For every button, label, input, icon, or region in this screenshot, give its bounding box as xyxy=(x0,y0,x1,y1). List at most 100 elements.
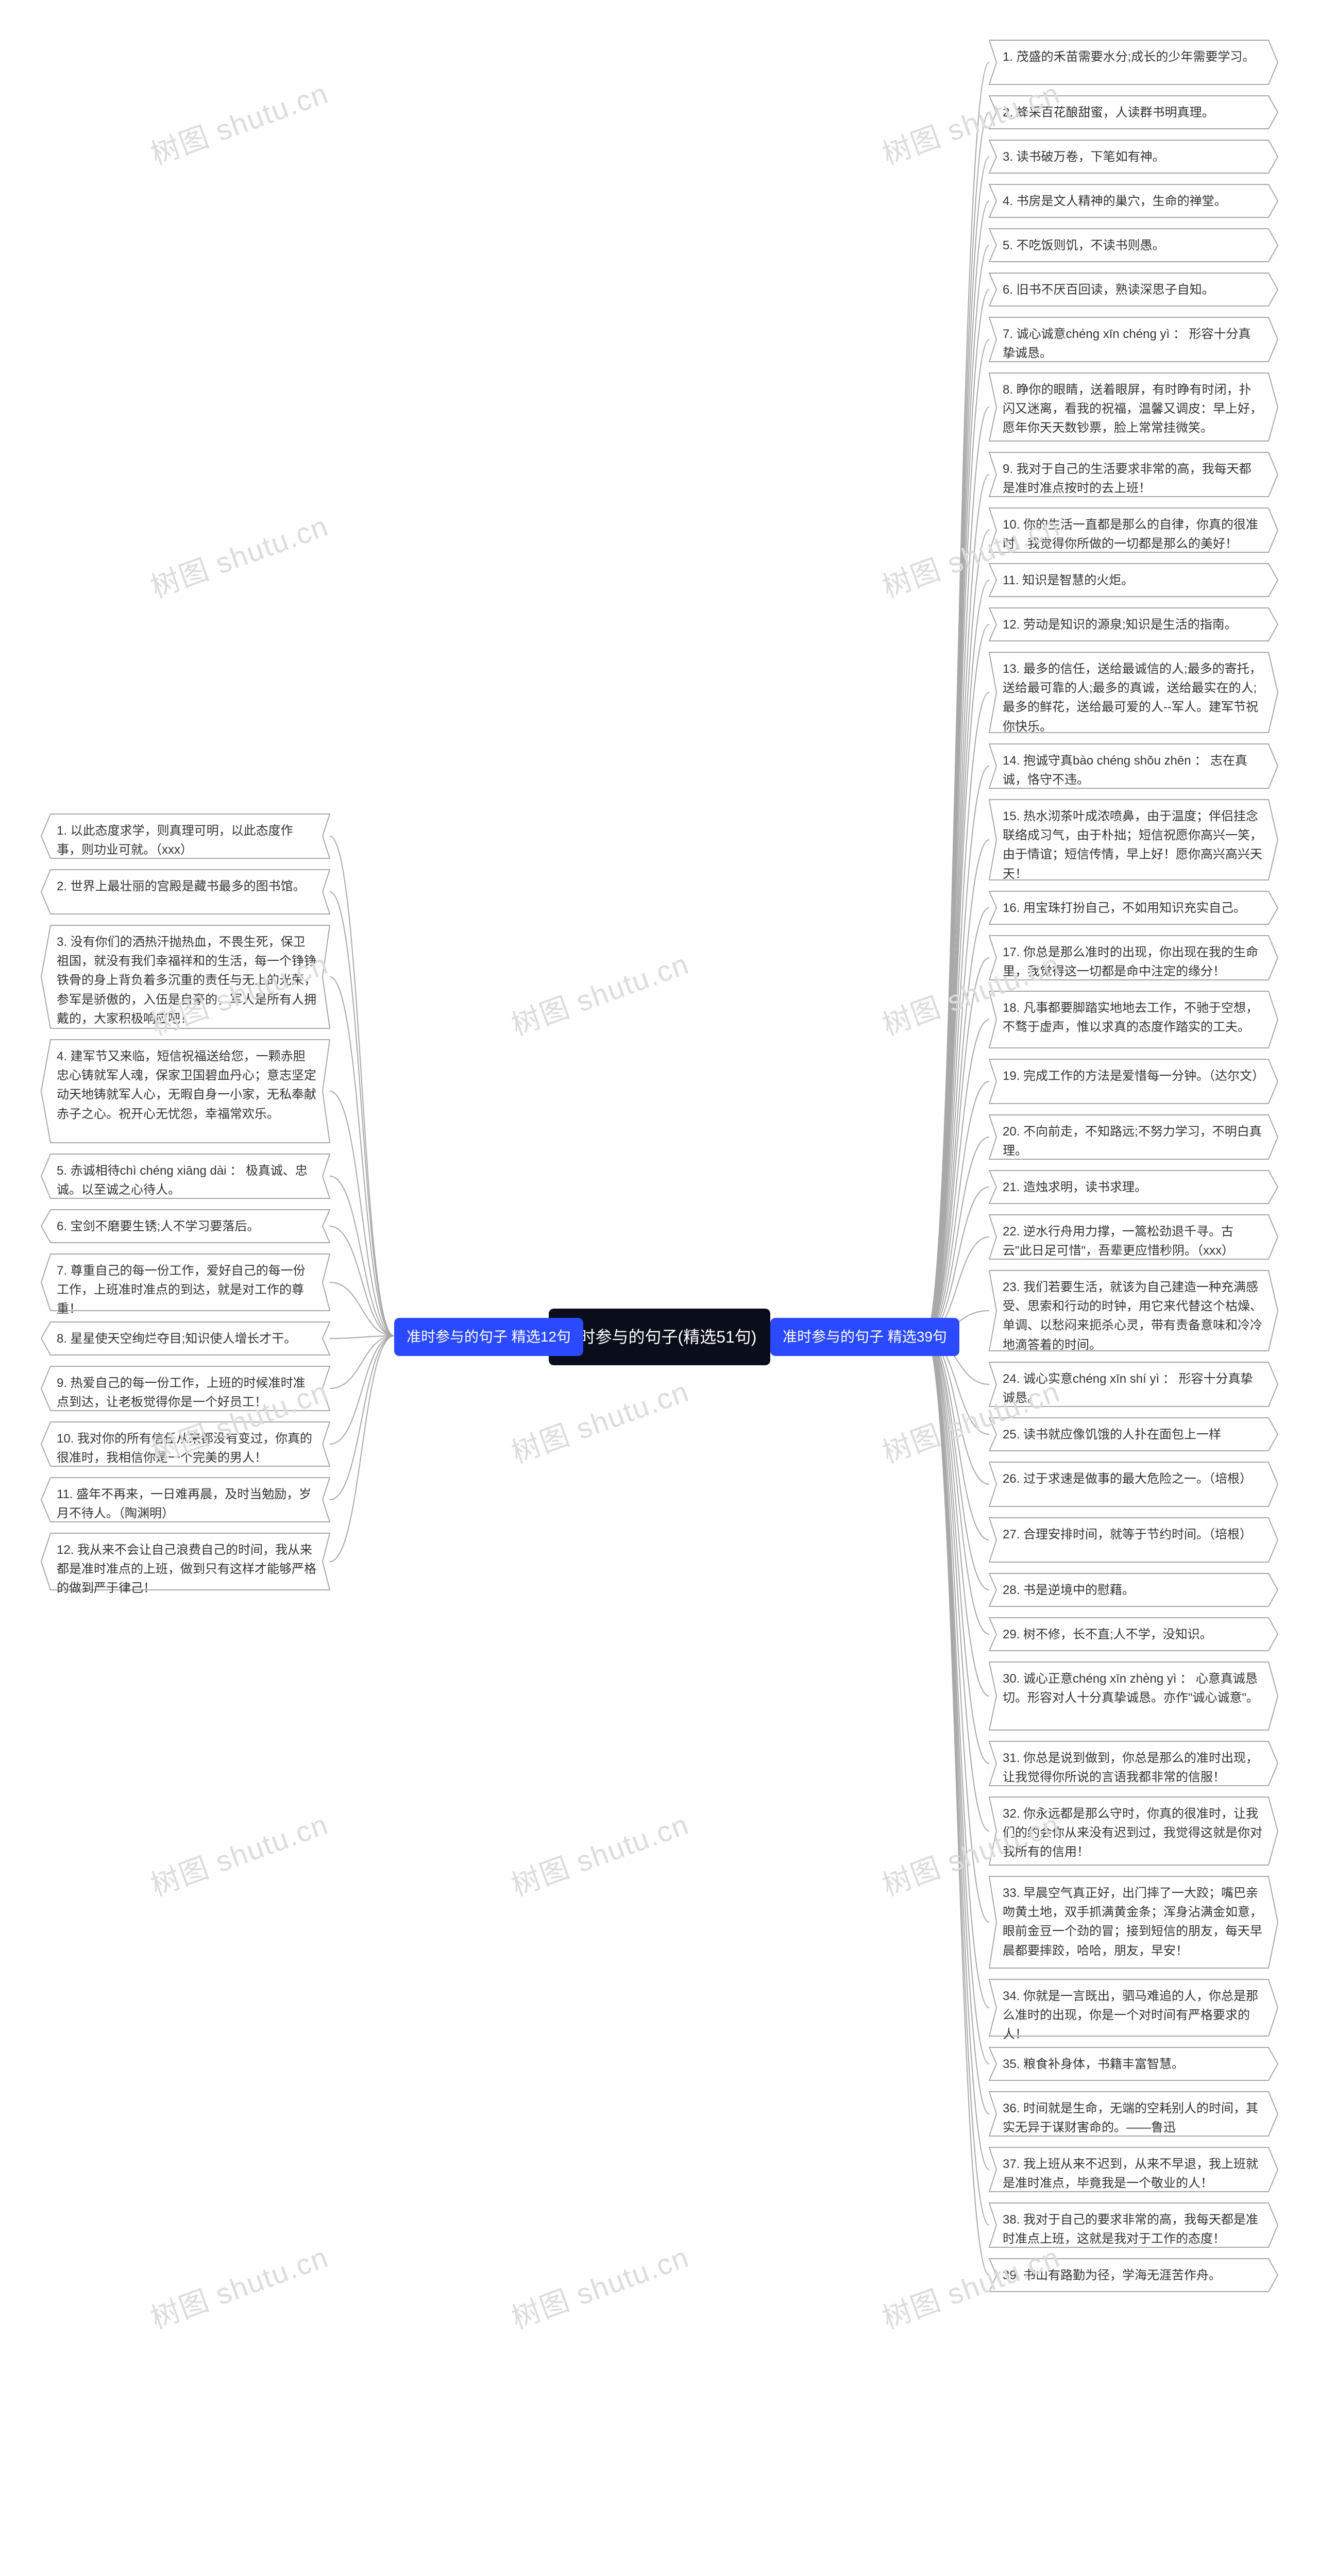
leaf-node: 4. 建军节又来临，短信祝福送给您，一颗赤胆忠心铸就军人魂，保家卫国碧血丹心；意… xyxy=(41,1040,330,1143)
leaf-node: 12. 我从来不会让自己浪费自己的时间，我从来都是准时准点的上班，做到只有这样才… xyxy=(41,1533,330,1605)
leaf-node: 34. 你就是一言既出，驷马难追的人，你总是那么准时的出现，你是一个对时间有严格… xyxy=(989,1979,1278,2052)
leaf-text: 24. 诚心实意chéng xīn shí yì ： 形容十分真挚诚恳。 xyxy=(1003,1372,1253,1405)
leaf-text: 35. 粮食补身体，书籍丰富智慧。 xyxy=(1003,2057,1184,2071)
leaf-node: 38. 我对于自己的要求非常的高，我每天都是准时准点上班，这就是我对于工作的态度… xyxy=(989,2203,1278,2256)
leaf-text: 26. 过于求速是做事的最大危险之一。（培根） xyxy=(1003,1472,1252,1486)
leaf-text: 16. 用宝珠打扮自己，不如用知识充实自己。 xyxy=(1003,901,1246,915)
leaf-node: 2. 蜂采百花酿甜蜜，人读群书明真理。 xyxy=(989,96,1278,129)
leaf-text: 6. 宝剑不磨要生锈;人不学习要落后。 xyxy=(57,1219,259,1233)
leaf-node: 10. 你的生活一直都是那么的自律，你真的很准时，我觉得你所做的一切都是那么的美… xyxy=(989,508,1278,561)
leaf-node: 2. 世界上最壮丽的宫殿是藏书最多的图书馆。 xyxy=(41,870,330,914)
leaf-node: 24. 诚心实意chéng xīn shí yì ： 形容十分真挚诚恳。 xyxy=(989,1362,1278,1415)
leaf-text: 4. 书房是文人精神的巢穴，生命的禅堂。 xyxy=(1003,194,1227,208)
leaf-text: 2. 世界上最壮丽的宫殿是藏书最多的图书馆。 xyxy=(57,879,306,893)
leaf-text: 12. 劳动是知识的源泉;知识是生活的指南。 xyxy=(1003,618,1237,632)
leaf-text: 10. 我对你的所有信任从来都没有变过，你真的很准时，我相信你是一个完美的男人！ xyxy=(57,1432,312,1465)
leaf-node: 39. 书山有路勤为径，学海无涯苦作舟。 xyxy=(989,2259,1278,2292)
leaf-text: 8. 星星使天空绚烂夺目;知识使人增长才干。 xyxy=(57,1332,296,1346)
leaf-node: 10. 我对你的所有信任从来都没有变过，你真的很准时，我相信你是一个完美的男人！ xyxy=(41,1422,330,1475)
leaf-node: 16. 用宝珠打扮自己，不如用知识充实自己。 xyxy=(989,891,1278,925)
leaf-text: 31. 你总是说到做到，你总是那么的准时出现，让我觉得你所说的言语我都非常的信服… xyxy=(1003,1751,1258,1784)
leaf-node: 21. 造烛求明，读书求理。 xyxy=(989,1171,1278,1204)
leaf-node: 15. 热水沏茶叶成浓喷鼻，由于温度；伴侣挂念联络成习气，由于朴拙；短信祝愿你高… xyxy=(989,800,1278,891)
leaf-node: 11. 知识是智慧的火炬。 xyxy=(989,564,1278,597)
leaf-node: 6. 旧书不厌百回读，熟读深思子自知。 xyxy=(989,273,1278,307)
leaf-text: 36. 时间就是生命，无端的空耗别人的时间，其实无异于谋财害命的。——鲁迅 xyxy=(1003,2102,1258,2134)
leaf-node: 32. 你永远都是那么守时，你真的很准时，让我们的约会你从来没有迟到过，我觉得这… xyxy=(989,1797,1278,1869)
leaf-text: 25. 读书就应像饥饿的人扑在面包上一样 xyxy=(1003,1428,1221,1442)
leaf-text: 9. 我对于自己的生活要求非常的高，我每天都是准时准点按时的去上班！ xyxy=(1003,462,1252,495)
leaf-node: 9. 热爱自己的每一份工作，上班的时候准时准点到达，让老板觉得你是一个好员工！ xyxy=(41,1366,330,1419)
leaf-text: 30. 诚心正意chéng xīn zhèng yì ： 心意真诚恳切。形容对人… xyxy=(1003,1672,1259,1705)
leaf-node: 8. 睁你的眼睛，送着眼屏，有时睁有时闭，扑闪又迷离，看我的祝福，温馨又调皮：早… xyxy=(989,373,1278,445)
leaf-text: 18. 凡事都要脚踏实地地去工作，不驰于空想，不骛于虚声，惟以求真的态度作踏实的… xyxy=(1003,1001,1258,1034)
leaf-node: 13. 最多的信任，送给最诚信的人;最多的寄托，送给最可靠的人;最多的真诚，送给… xyxy=(989,652,1278,743)
leaf-node: 30. 诚心正意chéng xīn zhèng yì ： 心意真诚恳切。形容对人… xyxy=(989,1662,1278,1730)
leaf-text: 13. 最多的信任，送给最诚信的人;最多的寄托，送给最可靠的人;最多的真诚，送给… xyxy=(1003,662,1262,734)
leaf-node: 17. 你总是那么准时的出现，你出现在我的生命里，我觉得这一切都是命中注定的缘分… xyxy=(989,936,1278,988)
leaf-text: 11. 盛年不再来，一日难再晨，及时当勉励，岁月不待人。（陶渊明） xyxy=(57,1487,311,1520)
leaf-node: 11. 盛年不再来，一日难再晨，及时当勉励，岁月不待人。（陶渊明） xyxy=(41,1478,330,1530)
leaf-node: 9. 我对于自己的生活要求非常的高，我每天都是准时准点按时的去上班！ xyxy=(989,452,1278,505)
center-title: 准时参与的句子(精选51句) xyxy=(563,1325,757,1349)
leaf-text: 20. 不向前走，不知路远;不努力学习，不明白真理。 xyxy=(1003,1125,1262,1158)
leaf-node: 18. 凡事都要脚踏实地地去工作，不驰于空想，不骛于虚声，惟以求真的态度作踏实的… xyxy=(989,991,1278,1048)
leaf-text: 5. 赤诚相待chì chéng xiāng dài ： 极真诚、忠诚。以至诚之… xyxy=(57,1164,308,1197)
leaf-text: 10. 你的生活一直都是那么的自律，你真的很准时，我觉得你所做的一切都是那么的美… xyxy=(1003,518,1258,551)
leaf-text: 38. 我对于自己的要求非常的高，我每天都是准时准点上班，这就是我对于工作的态度… xyxy=(1003,2213,1258,2246)
leaf-text: 11. 知识是智慧的火炬。 xyxy=(1003,573,1134,587)
leaf-node: 3. 没有你们的洒热汗抛热血，不畏生死，保卫祖国，就没有我们幸福祥和的生活，每一… xyxy=(41,925,330,1036)
leaf-text: 37. 我上班从来不迟到，从来不早退，我上班就是准时准点，毕竟我是一个敬业的人！ xyxy=(1003,2157,1258,2190)
leaf-text: 7. 诚心诚意chéng xīn chéng yì ： 形容十分真挚诚恳。 xyxy=(1003,327,1251,360)
leaf-node: 3. 读书破万卷，下笔如有神。 xyxy=(989,140,1278,174)
leaf-node: 35. 粮食补身体，书籍丰富智慧。 xyxy=(989,2047,1278,2081)
leaf-text: 23. 我们若要生活，就该为自己建造一种充满感受、思索和行动的时钟，用它来代替这… xyxy=(1003,1280,1262,1352)
leaf-text: 34. 你就是一言既出，驷马难追的人，你总是那么准时的出现，你是一个对时间有严格… xyxy=(1003,1989,1258,2041)
leaf-text: 5. 不吃饭则饥，不读书则愚。 xyxy=(1003,239,1165,252)
leaf-text: 19. 完成工作的方法是爱惜每一分钟。（达尔文） xyxy=(1003,1069,1264,1083)
watermark: 树图 shutu.cn xyxy=(505,2234,694,2337)
leaf-node: 7. 尊重自己的每一份工作，爱好自己的每一份工作，上班准时准点的到达，就是对工作… xyxy=(41,1254,330,1326)
leaf-node: 14. 抱诚守真bào chéng shǒu zhēn ： 志在真诚，恪守不违。 xyxy=(989,744,1278,796)
leaf-text: 7. 尊重自己的每一份工作，爱好自己的每一份工作，上班准时准点的到达，就是对工作… xyxy=(57,1264,306,1316)
leaf-text: 17. 你总是那么准时的出现，你出现在我的生命里，我觉得这一切都是命中注定的缘分… xyxy=(1003,945,1258,978)
leaf-text: 9. 热爱自己的每一份工作，上班的时候准时准点到达，让老板觉得你是一个好员工！ xyxy=(57,1376,306,1409)
leaf-node: 37. 我上班从来不迟到，从来不早退，我上班就是准时准点，毕竟我是一个敬业的人！ xyxy=(989,2147,1278,2200)
leaf-node: 19. 完成工作的方法是爱惜每一分钟。（达尔文） xyxy=(989,1059,1278,1104)
leaf-text: 12. 我从来不会让自己浪费自己的时间，我从来都是准时准点的上班，做到只有这样才… xyxy=(57,1543,316,1595)
leaf-node: 5. 赤诚相待chì chéng xiāng dài ： 极真诚、忠诚。以至诚之… xyxy=(41,1154,330,1207)
watermark: 树图 shutu.cn xyxy=(144,1801,333,1904)
leaf-text: 4. 建军节又来临，短信祝福送给您，一颗赤胆忠心铸就军人魂，保家卫国碧血丹心；意… xyxy=(57,1049,316,1121)
right-branch-node: 准时参与的句子 精选39句 xyxy=(770,1318,959,1356)
right-branch-title: 准时参与的句子 精选39句 xyxy=(783,1326,947,1348)
leaf-node: 6. 宝剑不磨要生锈;人不学习要落后。 xyxy=(41,1210,330,1243)
leaf-node: 28. 书是逆境中的慰藉。 xyxy=(989,1573,1278,1607)
leaf-text: 14. 抱诚守真bào chéng shǒu zhēn ： 志在真诚，恪守不违。 xyxy=(1003,754,1247,787)
watermark: 树图 shutu.cn xyxy=(505,941,694,1044)
leaf-text: 22. 逆水行舟用力撑，一篙松劲退千寻。古云"此日足可惜"，吾辈更应惜秒阴。（x… xyxy=(1003,1225,1234,1258)
leaf-node: 7. 诚心诚意chéng xīn chéng yì ： 形容十分真挚诚恳。 xyxy=(989,317,1278,370)
leaf-text: 39. 书山有路勤为径，学海无涯苦作舟。 xyxy=(1003,2268,1221,2282)
leaf-text: 15. 热水沏茶叶成浓喷鼻，由于温度；伴侣挂念联络成习气，由于朴拙；短信祝愿你高… xyxy=(1003,809,1262,881)
leaf-node: 27. 合理安排时间，就等于节约时间。（培根） xyxy=(989,1518,1278,1562)
leaf-text: 3. 没有你们的洒热汗抛热血，不畏生死，保卫祖国，就没有我们幸福祥和的生活，每一… xyxy=(57,935,316,1026)
watermark: 树图 shutu.cn xyxy=(144,503,333,606)
watermark: 树图 shutu.cn xyxy=(144,2234,333,2337)
leaf-node: 22. 逆水行舟用力撑，一篙松劲退千寻。古云"此日足可惜"，吾辈更应惜秒阴。（x… xyxy=(989,1215,1278,1267)
leaf-text: 3. 读书破万卷，下笔如有神。 xyxy=(1003,150,1165,164)
leaf-node: 26. 过于求速是做事的最大危险之一。（培根） xyxy=(989,1462,1278,1506)
watermark: 树图 shutu.cn xyxy=(144,70,333,173)
leaf-node: 31. 你总是说到做到，你总是那么的准时出现，让我觉得你所说的言语我都非常的信服… xyxy=(989,1741,1278,1794)
leaf-text: 27. 合理安排时间，就等于节约时间。（培根） xyxy=(1003,1528,1252,1541)
leaf-node: 23. 我们若要生活，就该为自己建造一种充满感受、思索和行动的时钟，用它来代替这… xyxy=(989,1270,1278,1362)
leaf-text: 33. 早晨空气真正好，出门摔了一大跤；嘴巴亲吻黄土地，双手抓满黄金条；浑身沾满… xyxy=(1003,1886,1262,1958)
leaf-node: 1. 以此态度求学，则真理可明，以此态度作事，则功业可就。（xxx） xyxy=(41,814,330,867)
leaf-node: 8. 星星使天空绚烂夺目;知识使人增长才干。 xyxy=(41,1322,330,1355)
left-branch-title: 准时参与的句子 精选12句 xyxy=(407,1326,571,1348)
leaf-node: 36. 时间就是生命，无端的空耗别人的时间，其实无异于谋财害命的。——鲁迅 xyxy=(989,2092,1278,2144)
leaf-text: 1. 茂盛的禾苗需要水分;成长的少年需要学习。 xyxy=(1003,50,1255,64)
leaf-node: 12. 劳动是知识的源泉;知识是生活的指南。 xyxy=(989,608,1278,641)
leaf-text: 28. 书是逆境中的慰藉。 xyxy=(1003,1583,1135,1597)
leaf-node: 4. 书房是文人精神的巢穴，生命的禅堂。 xyxy=(989,184,1278,218)
leaf-node: 33. 早晨空气真正好，出门摔了一大跤；嘴巴亲吻黄土地，双手抓满黄金条；浑身沾满… xyxy=(989,1876,1278,1968)
